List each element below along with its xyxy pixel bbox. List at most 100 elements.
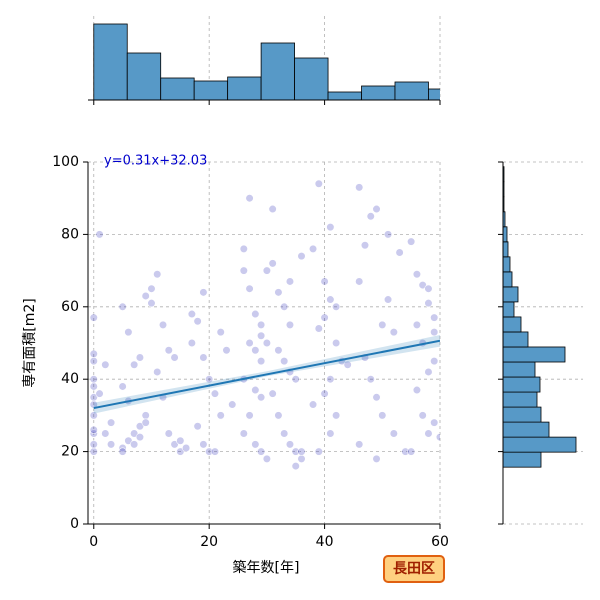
hist-bar [502,361,536,378]
point [291,461,300,471]
hist-bar [502,301,515,318]
point [170,353,179,362]
point [89,349,98,358]
point [141,411,150,420]
point [424,299,433,308]
point [216,411,225,420]
point [280,302,289,311]
point [239,266,248,275]
point [320,389,329,398]
point [308,244,318,253]
hist-bar [502,241,509,258]
point [424,284,433,293]
point [326,429,335,438]
point [141,291,150,301]
point [257,320,266,330]
point [285,320,295,330]
hist-bar [502,331,529,348]
point [130,440,139,449]
top-histogram [93,23,440,100]
badge-box [383,555,445,583]
point [268,204,277,214]
point [424,429,433,438]
scatter-area [89,179,440,471]
point [366,375,375,384]
point [378,411,387,420]
point [285,277,295,286]
annotation: y=0.31x+32.03 [104,154,207,169]
point [89,447,98,456]
point [314,447,323,456]
point [407,447,416,456]
point [199,440,208,449]
point [332,411,341,420]
point [355,277,364,286]
x-axis-label: 築年数[年] [233,560,300,576]
point [193,317,202,326]
x-tick-label: 0 [89,534,98,550]
point [412,320,422,330]
point [245,411,254,420]
point [355,440,364,449]
y-tick-label: 100 [52,154,79,170]
point [268,259,277,268]
point [101,429,110,438]
point [164,429,173,438]
hist-bar [502,256,511,273]
point [118,382,127,391]
point [101,360,110,369]
badge: 長田区 [393,561,435,577]
point [297,447,306,456]
point [320,277,329,286]
point [389,328,398,337]
y-tick-label: 60 [61,299,79,315]
hist-bar [193,80,229,100]
hist-bar [428,88,440,100]
point [239,429,248,438]
fit-line [93,339,440,410]
point [89,411,98,420]
x-tick-label: 40 [316,534,334,550]
point [141,418,150,427]
point [118,302,127,311]
point [89,357,98,366]
hist-bar [260,42,295,100]
point [257,357,266,366]
point [187,309,196,319]
point [435,433,440,442]
point [147,299,156,308]
point [280,429,289,438]
point [372,393,381,402]
point [407,237,416,246]
x-tick-label: 20 [200,534,218,550]
point [314,179,323,188]
point [239,244,248,253]
point [89,393,98,402]
point [418,411,427,420]
point [251,440,260,449]
y-tick-label: 0 [70,516,79,532]
hist-bar [502,451,542,468]
point [291,447,300,456]
hist-bar [502,316,522,333]
point [106,418,116,427]
point [135,353,145,362]
point [378,320,387,330]
point [124,328,133,337]
point [118,447,127,456]
point [147,284,156,293]
point [245,194,254,203]
point [280,357,289,366]
point [262,266,271,275]
point [89,425,98,434]
point [153,270,162,279]
point [205,447,214,456]
hist-bar [502,226,508,243]
point [326,223,335,232]
point [268,389,277,398]
point [314,324,323,333]
point [372,204,381,214]
hist-bar [327,91,362,100]
point [395,248,404,257]
